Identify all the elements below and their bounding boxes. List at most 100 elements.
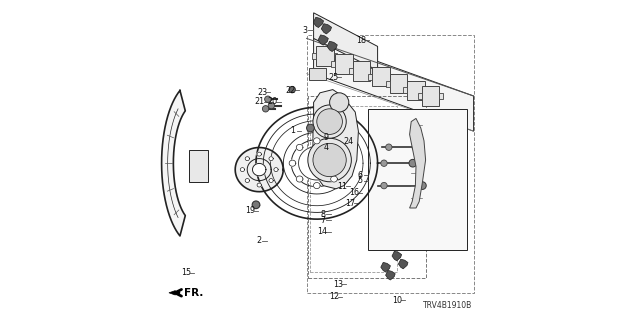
Polygon shape (314, 17, 323, 28)
Text: 5: 5 (358, 176, 363, 185)
Text: 13: 13 (333, 280, 343, 289)
Bar (390, 74, 394, 80)
Polygon shape (314, 38, 474, 131)
Bar (333, 53, 337, 59)
Circle shape (289, 86, 295, 93)
Text: 19: 19 (245, 206, 255, 215)
Polygon shape (245, 179, 250, 182)
Bar (308, 96, 426, 278)
Bar (332, 61, 335, 67)
Text: 15: 15 (181, 268, 191, 277)
Text: 2: 2 (256, 236, 261, 245)
Text: 6: 6 (358, 171, 363, 180)
Polygon shape (274, 168, 278, 172)
Text: 14: 14 (317, 228, 328, 236)
Text: 9: 9 (323, 133, 328, 142)
Text: 21: 21 (255, 97, 265, 106)
Polygon shape (313, 90, 358, 189)
Circle shape (409, 159, 417, 167)
Polygon shape (169, 291, 175, 295)
Bar (386, 81, 390, 87)
Circle shape (330, 93, 349, 112)
Text: 12: 12 (329, 292, 339, 301)
Text: 20: 20 (268, 97, 278, 106)
Polygon shape (398, 259, 408, 269)
Bar (407, 81, 425, 100)
Polygon shape (314, 182, 320, 189)
Polygon shape (385, 270, 396, 280)
Polygon shape (331, 144, 337, 150)
Polygon shape (240, 168, 244, 172)
Text: 16: 16 (349, 188, 359, 197)
Bar (418, 93, 422, 99)
Bar (316, 46, 333, 66)
Text: 17: 17 (345, 199, 355, 208)
Bar (312, 53, 316, 59)
Bar (353, 61, 371, 81)
Circle shape (308, 138, 351, 182)
Circle shape (317, 109, 342, 134)
Circle shape (252, 201, 260, 209)
Text: 1: 1 (291, 126, 295, 135)
Text: TRV4B1910B: TRV4B1910B (423, 301, 472, 310)
Text: 22: 22 (285, 86, 296, 95)
Bar (310, 106, 397, 272)
Polygon shape (392, 251, 402, 261)
Circle shape (412, 143, 420, 151)
Text: 11: 11 (337, 182, 347, 191)
Text: 7: 7 (320, 216, 325, 225)
Circle shape (385, 144, 392, 150)
Bar (353, 61, 356, 67)
Circle shape (268, 102, 275, 109)
Text: 24: 24 (343, 137, 353, 146)
Text: 3: 3 (302, 26, 307, 35)
Circle shape (265, 96, 271, 102)
Bar (425, 87, 429, 93)
Polygon shape (314, 13, 378, 70)
Bar (307, 35, 474, 293)
Polygon shape (289, 160, 296, 166)
Text: 8: 8 (320, 210, 325, 219)
Polygon shape (269, 157, 273, 161)
Text: 25: 25 (328, 73, 339, 82)
Bar (368, 74, 372, 80)
Circle shape (313, 105, 346, 138)
Polygon shape (296, 176, 303, 182)
Polygon shape (381, 262, 390, 272)
Polygon shape (321, 24, 332, 34)
Text: 23: 23 (257, 88, 268, 97)
Circle shape (313, 143, 346, 177)
Polygon shape (245, 157, 250, 161)
Text: FR.: FR. (184, 288, 204, 298)
Polygon shape (314, 138, 320, 144)
Circle shape (419, 182, 426, 189)
Polygon shape (257, 152, 261, 156)
Bar (371, 68, 374, 74)
Circle shape (381, 160, 387, 166)
Polygon shape (327, 41, 337, 52)
Polygon shape (338, 160, 344, 166)
Text: 10: 10 (392, 296, 403, 305)
Polygon shape (296, 144, 303, 150)
Text: 18: 18 (356, 36, 366, 44)
Polygon shape (318, 35, 328, 45)
Bar (372, 67, 390, 86)
Bar (403, 87, 407, 93)
Bar (349, 68, 353, 74)
Bar (422, 86, 439, 106)
Polygon shape (257, 183, 261, 187)
Circle shape (381, 182, 387, 189)
Polygon shape (299, 147, 335, 180)
Bar (439, 93, 443, 99)
Text: 4: 4 (323, 143, 328, 152)
Polygon shape (236, 148, 283, 192)
Bar (407, 81, 411, 87)
Bar (368, 109, 467, 250)
Bar (390, 74, 407, 93)
Polygon shape (162, 91, 186, 236)
Polygon shape (331, 176, 337, 182)
Polygon shape (269, 179, 273, 182)
Polygon shape (253, 164, 266, 176)
Circle shape (262, 106, 269, 112)
Bar (335, 54, 353, 74)
